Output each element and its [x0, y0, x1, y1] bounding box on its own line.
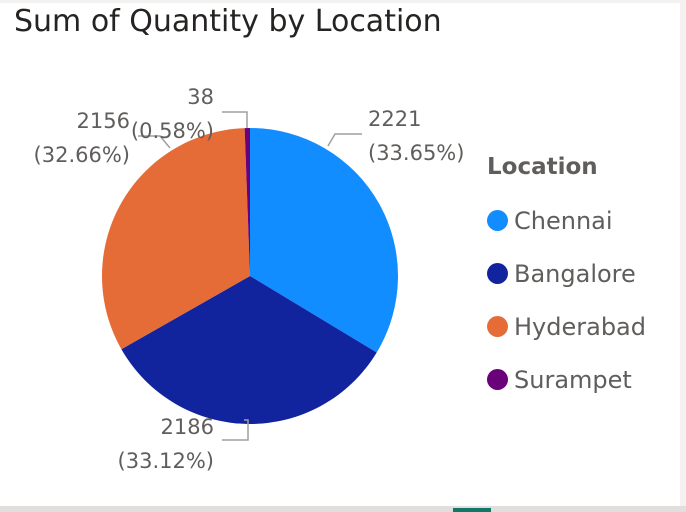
chart-title: Sum of Quantity by Location: [14, 4, 442, 39]
legend-title: Location: [487, 154, 598, 180]
legend: Location Chennai Bangalore Hyderabad Sur…: [487, 154, 646, 406]
legend-label-hyderabad: Hyderabad: [514, 312, 646, 341]
active-page-tab-indicator[interactable]: [453, 508, 491, 512]
legend-item-surampet[interactable]: Surampet: [487, 353, 646, 406]
pie-slice-hyderabad[interactable]: [102, 128, 250, 350]
data-label-value-chennai: 2221: [368, 107, 421, 131]
data-label-percent-surampet: (0.58%): [131, 119, 214, 143]
data-label-value-bangalore: 2186: [161, 415, 214, 439]
canvas-top-edge: [0, 0, 686, 3]
legend-item-hyderabad[interactable]: Hyderabad: [487, 300, 646, 353]
data-label-percent-chennai: (33.65%): [368, 141, 464, 165]
data-label-percent-bangalore: (33.12%): [118, 449, 214, 473]
leader-line-hyderabad: [138, 135, 171, 149]
legend-item-bangalore[interactable]: Bangalore: [487, 247, 646, 300]
legend-label-chennai: Chennai: [514, 206, 613, 235]
leader-line-surampet: [222, 111, 248, 128]
legend-item-chennai[interactable]: Chennai: [487, 194, 646, 247]
legend-marker-chennai: [487, 210, 508, 231]
data-label-value-surampet: 38: [187, 85, 214, 109]
page-tab-strip: [0, 506, 686, 512]
leader-line-chennai: [327, 133, 362, 147]
pie-slice-chennai[interactable]: [250, 128, 399, 353]
legend-label-surampet: Surampet: [514, 365, 632, 394]
data-label-percent-hyderabad: (32.66%): [34, 143, 130, 167]
legend-label-bangalore: Bangalore: [514, 259, 636, 288]
legend-marker-bangalore: [487, 263, 508, 284]
leader-line-bangalore: [222, 419, 249, 441]
pie-slice-surampet[interactable]: [244, 128, 250, 276]
data-label-value-hyderabad: 2156: [77, 109, 130, 133]
legend-marker-hyderabad: [487, 316, 508, 337]
pie-slice-bangalore[interactable]: [121, 276, 377, 424]
legend-marker-surampet: [487, 369, 508, 390]
canvas-right-edge: [680, 0, 686, 512]
